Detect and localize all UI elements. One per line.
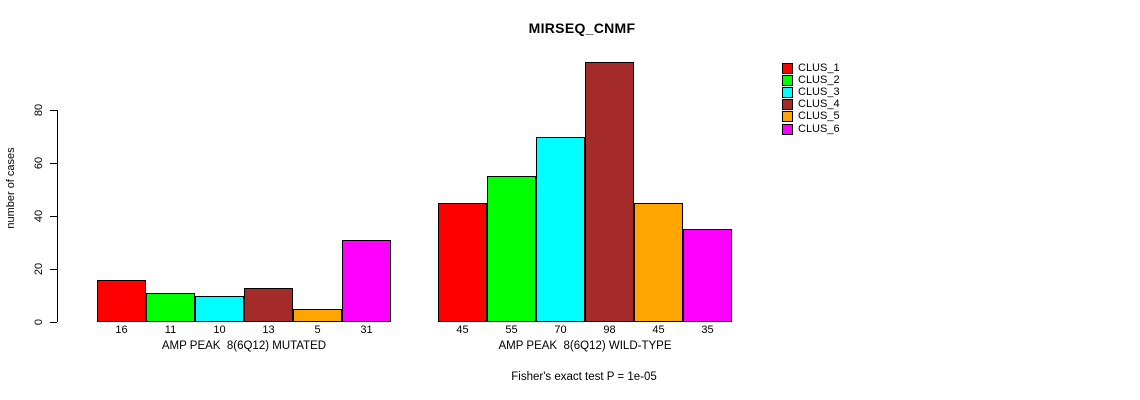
legend-swatch: [782, 111, 793, 123]
bar-value-label: 70: [554, 324, 567, 336]
bar-value-label: 16: [115, 324, 128, 336]
bar: [146, 292, 195, 322]
legend-row: CLUS_2: [782, 74, 840, 86]
chart-footnote: Fisher's exact test P = 1e-05: [511, 371, 657, 383]
bar: [634, 202, 683, 322]
bar: [97, 279, 146, 322]
y-axis-line: [57, 110, 58, 322]
bar-value-label: 13: [262, 324, 275, 336]
bar-value-label: 10: [213, 324, 226, 336]
bar-value-label: 11: [164, 324, 177, 336]
legend-swatch: [782, 86, 793, 98]
legend-swatch: [782, 74, 793, 86]
legend-label: CLUS_1: [798, 61, 840, 74]
x-axis-label-group-1: AMP PEAK 8(6Q12) MUTATED: [161, 340, 327, 352]
legend-label: CLUS_2: [798, 73, 840, 86]
bar-value-label: 31: [360, 324, 373, 336]
y-tick-label: 60: [33, 156, 45, 170]
bar-value-label: 45: [652, 324, 665, 336]
bar: [585, 62, 634, 322]
legend-row: CLUS_6: [782, 123, 840, 135]
bar: [195, 295, 244, 322]
bar: [536, 136, 585, 322]
y-tick: [50, 110, 57, 111]
bar-value-label: 45: [456, 324, 469, 336]
bar-value-label: 98: [603, 324, 616, 336]
bar: [293, 308, 342, 322]
bar: [438, 202, 487, 322]
x-axis-label-group-2: AMP PEAK 8(6Q12) WILD-TYPE: [498, 340, 672, 352]
legend-label: CLUS_3: [798, 85, 840, 98]
bar: [487, 176, 536, 322]
bar: [342, 239, 391, 322]
y-axis-title: number of cases: [5, 147, 17, 229]
legend-swatch: [782, 62, 793, 74]
legend-label: CLUS_5: [798, 110, 840, 123]
y-tick: [50, 322, 57, 323]
legend-swatch: [782, 99, 793, 111]
bar: [683, 229, 732, 322]
y-tick-label: 20: [33, 262, 45, 276]
y-tick: [50, 269, 57, 270]
y-tick: [50, 163, 57, 164]
bar-value-label: 5: [314, 324, 321, 336]
legend-row: CLUS_1: [782, 62, 840, 74]
legend-swatch: [782, 123, 793, 135]
bar-value-label: 55: [505, 324, 518, 336]
y-tick-label: 0: [33, 318, 45, 326]
bar: [244, 287, 293, 322]
y-tick: [50, 216, 57, 217]
bar-value-label: 35: [701, 324, 714, 336]
legend-label: CLUS_6: [798, 122, 840, 135]
y-tick-label: 80: [33, 103, 45, 117]
y-tick-label: 40: [33, 209, 45, 223]
legend: CLUS_1 CLUS_2 CLUS_3 CLUS_4 CLUS_5 CLUS_6: [782, 62, 840, 135]
legend-row: CLUS_4: [782, 99, 840, 111]
legend-row: CLUS_5: [782, 111, 840, 123]
chart-title: MIRSEQ_CNMF: [528, 20, 636, 36]
legend-label: CLUS_4: [798, 98, 840, 111]
legend-row: CLUS_3: [782, 86, 840, 98]
